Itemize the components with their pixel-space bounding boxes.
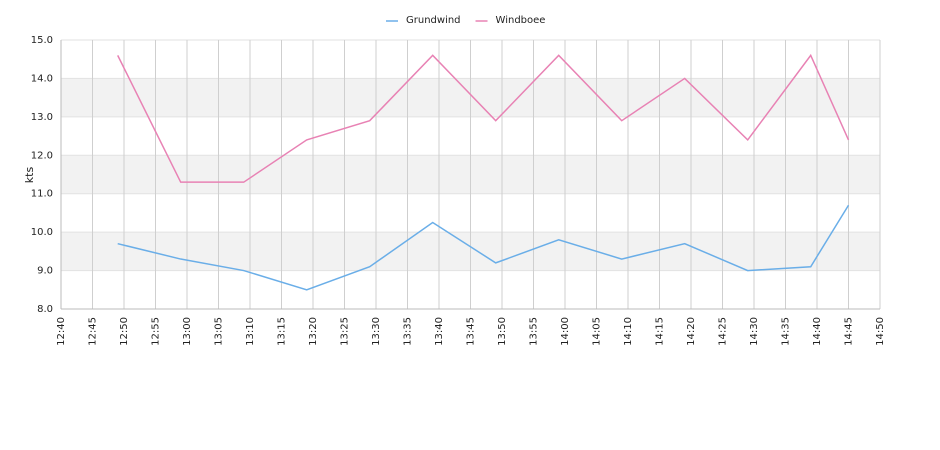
line-series xyxy=(117,204,850,291)
y-tick-label: 12.0 xyxy=(31,150,53,161)
x-tick-label: 14:50 xyxy=(875,317,886,346)
x-tick-label: 13:40 xyxy=(434,317,445,346)
legend-label: Windboee xyxy=(496,15,546,26)
x-tick-label: 13:50 xyxy=(497,317,508,346)
x-tick-label: 14:20 xyxy=(686,317,697,346)
x-tick-label: 14:30 xyxy=(749,317,760,346)
x-tick-label: 13:15 xyxy=(277,317,288,346)
x-tick-label: 14:15 xyxy=(655,317,666,346)
x-tick-label: 12:50 xyxy=(119,317,130,346)
y-tick-label: 9.0 xyxy=(37,266,53,277)
x-tick-label: 14:10 xyxy=(623,317,634,346)
y-tick-label: 10.0 xyxy=(31,227,53,238)
x-tick-label: 13:30 xyxy=(371,317,382,346)
x-tick-label: 14:00 xyxy=(560,317,571,346)
legend-label: Grundwind xyxy=(406,15,461,26)
line-series xyxy=(117,53,850,183)
x-tick-label: 12:40 xyxy=(56,317,67,346)
x-tick-label: 13:45 xyxy=(466,317,477,346)
x-tick-label: 14:25 xyxy=(718,317,729,346)
x-tick-label: 14:45 xyxy=(844,317,855,346)
y-tick-label: 14.0 xyxy=(31,73,53,84)
x-tick-label: 13:20 xyxy=(308,317,319,346)
x-tick-label: 13:55 xyxy=(529,317,540,346)
x-tick-label: 14:40 xyxy=(812,317,823,346)
x-tick-label: 13:00 xyxy=(182,317,193,346)
y-tick-label: 8.0 xyxy=(37,304,53,315)
x-tick-label: 13:35 xyxy=(403,317,414,346)
x-tick-label: 12:45 xyxy=(88,317,99,346)
x-tick-label: 13:10 xyxy=(245,317,256,346)
y-tick-label: 13.0 xyxy=(31,112,53,123)
y-tick-label: 11.0 xyxy=(31,189,53,200)
x-tick-label: 14:05 xyxy=(592,317,603,346)
x-tick-label: 12:55 xyxy=(151,317,162,346)
x-tick-label: 13:05 xyxy=(214,317,225,346)
x-tick-label: 13:25 xyxy=(340,317,351,346)
y-tick-label: 15.0 xyxy=(31,35,53,46)
y-axis-label: kts xyxy=(23,167,36,184)
x-tick-label: 14:35 xyxy=(781,317,792,346)
